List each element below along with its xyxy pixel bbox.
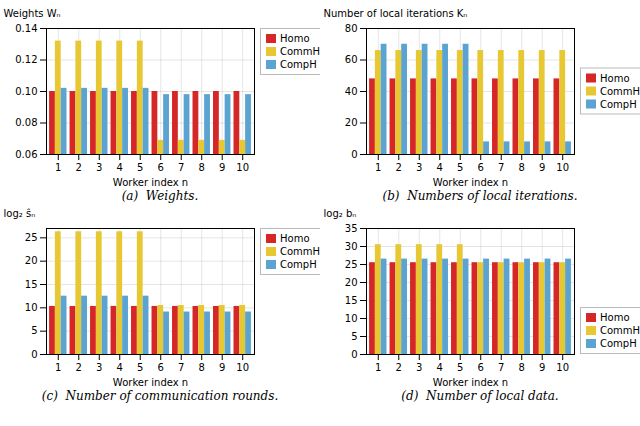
svg-text:10: 10 — [25, 302, 38, 313]
svg-text:Number of local iterations Kₙ: Number of local iterations Kₙ — [324, 8, 468, 19]
svg-text:1: 1 — [375, 162, 381, 173]
svg-text:3: 3 — [416, 162, 422, 173]
svg-text:0: 0 — [351, 349, 357, 360]
html-text:CompH: CompH — [600, 338, 637, 349]
svg-text:60: 60 — [345, 54, 358, 65]
svg-text:5: 5 — [457, 362, 463, 373]
svg-text:40: 40 — [345, 86, 358, 97]
svg-text:8: 8 — [519, 362, 525, 373]
svg-text:10: 10 — [236, 362, 249, 373]
svg-text:15: 15 — [345, 295, 358, 306]
svg-text:15: 15 — [25, 279, 38, 290]
html-text:Homo: Homo — [280, 233, 310, 244]
svg-text:Weights Wₙ: Weights Wₙ — [4, 8, 61, 19]
svg-text:4: 4 — [117, 362, 123, 373]
svg-text:20: 20 — [25, 255, 38, 266]
svg-text:20: 20 — [345, 117, 358, 128]
svg-text:4: 4 — [437, 362, 443, 373]
svg-text:1: 1 — [375, 362, 381, 373]
svg-text:6: 6 — [478, 162, 484, 173]
html-text:(d) Number of local data.: (d) Number of local data. — [401, 389, 559, 403]
svg-text:3: 3 — [416, 362, 422, 373]
html-text:Homo: Homo — [600, 312, 630, 323]
svg-text:5: 5 — [137, 162, 143, 173]
svg-text:log₂ bₙ: log₂ bₙ — [324, 208, 357, 219]
svg-text:2: 2 — [76, 362, 82, 373]
html-text:CompH: CompH — [280, 259, 317, 270]
svg-text:10: 10 — [345, 313, 358, 324]
svg-text:4: 4 — [437, 162, 443, 173]
html-text:(c) Number of communication ro: (c) Number of communication rounds. — [41, 389, 279, 403]
svg-text:Worker index n: Worker index n — [433, 377, 508, 388]
svg-text:0.06: 0.06 — [15, 149, 37, 160]
svg-text:0.14: 0.14 — [15, 23, 37, 34]
svg-text:80: 80 — [345, 23, 358, 34]
svg-text:1: 1 — [55, 162, 61, 173]
svg-text:4: 4 — [117, 162, 123, 173]
svg-text:6: 6 — [158, 162, 164, 173]
html-text:(b) Numbers of local iteration: (b) Numbers of local iterations. — [382, 189, 578, 203]
svg-text:3: 3 — [96, 362, 102, 373]
svg-text:8: 8 — [199, 162, 205, 173]
svg-text:0: 0 — [351, 149, 357, 160]
svg-text:Worker index n: Worker index n — [433, 177, 508, 188]
svg-text:5: 5 — [137, 362, 143, 373]
svg-text:5: 5 — [457, 162, 463, 173]
svg-text:log₂ ŝₙ: log₂ ŝₙ — [4, 208, 36, 219]
svg-text:35: 35 — [345, 223, 358, 234]
html-text:CommH: CommH — [600, 85, 640, 97]
svg-text:5: 5 — [31, 325, 37, 336]
svg-text:8: 8 — [199, 362, 205, 373]
svg-text:9: 9 — [219, 362, 225, 373]
svg-text:9: 9 — [539, 162, 545, 173]
svg-text:5: 5 — [351, 331, 357, 342]
svg-text:10: 10 — [556, 162, 569, 173]
svg-text:6: 6 — [158, 362, 164, 373]
svg-text:10: 10 — [236, 162, 249, 173]
svg-text:0.12: 0.12 — [15, 54, 37, 65]
svg-text:9: 9 — [539, 362, 545, 373]
svg-text:20: 20 — [345, 277, 358, 288]
svg-text:8: 8 — [519, 162, 525, 173]
svg-text:7: 7 — [498, 362, 504, 373]
html-text:Homo: Homo — [280, 33, 310, 44]
svg-text:6: 6 — [478, 362, 484, 373]
svg-text:25: 25 — [345, 259, 358, 270]
html-text:CompH: CompH — [600, 98, 637, 110]
html-text:CommH: CommH — [600, 325, 640, 336]
html-text:(a) Weights.: (a) Weights. — [121, 189, 199, 203]
svg-text:7: 7 — [178, 162, 184, 173]
svg-text:9: 9 — [219, 162, 225, 173]
svg-text:7: 7 — [498, 162, 504, 173]
svg-text:25: 25 — [25, 232, 38, 243]
svg-text:0.08: 0.08 — [15, 117, 37, 128]
svg-text:2: 2 — [76, 162, 82, 173]
svg-text:3: 3 — [96, 162, 102, 173]
svg-text:0.10: 0.10 — [15, 86, 37, 97]
html-text:CompH: CompH — [280, 59, 317, 70]
html-text:CommH: CommH — [280, 246, 321, 257]
svg-text:2: 2 — [396, 362, 402, 373]
svg-text:Worker index n: Worker index n — [113, 377, 188, 388]
svg-text:7: 7 — [178, 362, 184, 373]
svg-text:1: 1 — [55, 362, 61, 373]
html-text:CommH: CommH — [280, 46, 321, 57]
svg-text:2: 2 — [396, 162, 402, 173]
svg-text:Worker index n: Worker index n — [113, 177, 188, 188]
svg-text:10: 10 — [556, 362, 569, 373]
svg-text:30: 30 — [345, 241, 358, 252]
html-text:Homo: Homo — [600, 72, 630, 84]
svg-text:0: 0 — [31, 349, 37, 360]
